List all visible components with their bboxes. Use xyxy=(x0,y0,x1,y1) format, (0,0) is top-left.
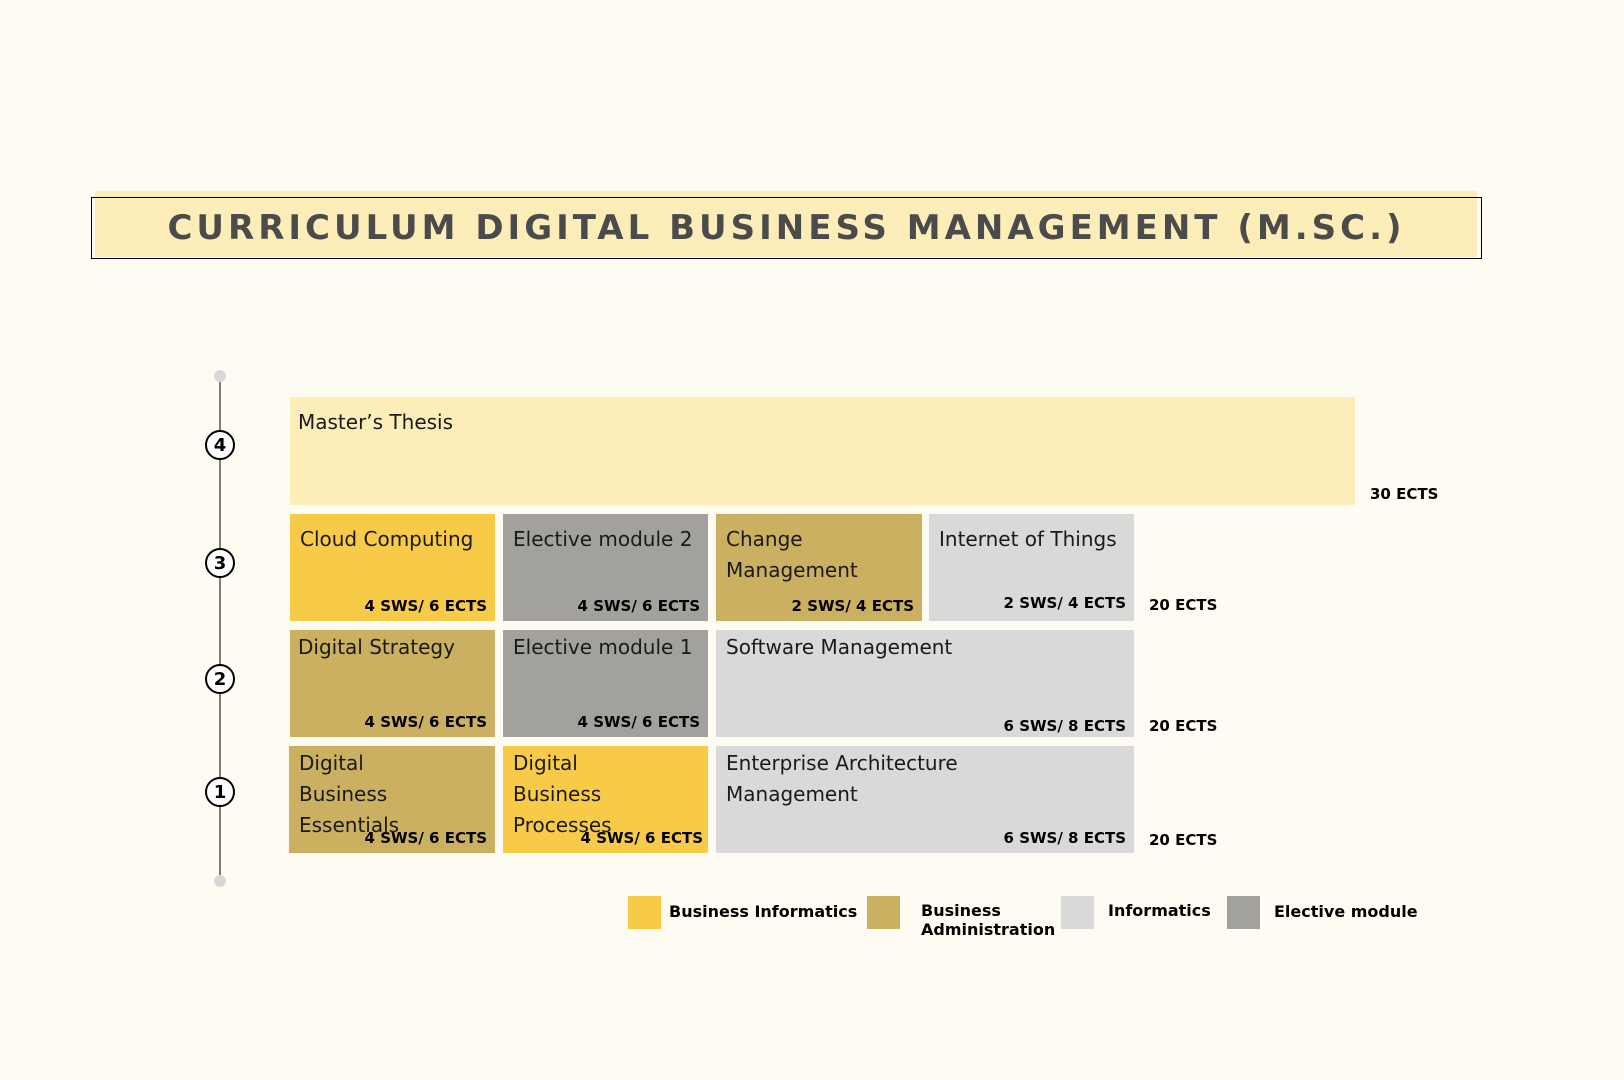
module-change-management: Change Management 2 SWS/ 4 ECTS xyxy=(716,514,922,621)
module-software-management: Software Management 6 SWS/ 8 ECTS xyxy=(716,630,1134,737)
module-name: Elective module 2 xyxy=(513,527,693,551)
module-digital-business-essentials: Digital Business Essentials 4 SWS/ 6 ECT… xyxy=(289,746,495,853)
legend-label-informatics: Informatics xyxy=(1108,901,1211,920)
module-credits: 4 SWS/ 6 ECTS xyxy=(577,713,700,731)
legend-swatch-business-informatics xyxy=(628,896,661,929)
legend-label-business-informatics: Business Informatics xyxy=(669,902,858,921)
module-name: Internet of Things xyxy=(939,527,1117,551)
module-masters-thesis: Master’s Thesis xyxy=(290,397,1355,505)
legend-label-elective-module: Elective module xyxy=(1274,902,1418,921)
module-credits: 4 SWS/ 6 ECTS xyxy=(364,713,487,731)
timeline-start-dot xyxy=(214,370,226,382)
module-cloud-computing: Cloud Computing 4 SWS/ 6 ECTS xyxy=(290,514,495,621)
module-credits: 4 SWS/ 6 ECTS xyxy=(577,597,700,615)
semester-1-total: 20 ECTS xyxy=(1149,831,1218,849)
semester-1-marker: 1 xyxy=(205,777,235,807)
module-digital-business-processes: Digital Business Processes 4 SWS/ 6 ECTS xyxy=(503,746,708,853)
module-credits: 6 SWS/ 8 ECTS xyxy=(1003,829,1126,847)
module-name: Software Management xyxy=(726,635,953,659)
module-name: Elective module 1 xyxy=(513,635,693,659)
module-digital-strategy: Digital Strategy 4 SWS/ 6 ECTS xyxy=(290,630,495,737)
module-credits: 6 SWS/ 8 ECTS xyxy=(1003,717,1126,735)
timeline-end-dot xyxy=(214,875,226,887)
module-credits: 4 SWS/ 6 ECTS xyxy=(580,829,703,847)
module-credits: 2 SWS/ 4 ECTS xyxy=(791,597,914,615)
semester-3-marker: 3 xyxy=(205,548,235,578)
module-name: Digital Strategy xyxy=(298,635,455,659)
semester-3-total: 20 ECTS xyxy=(1149,596,1218,614)
module-name: Enterprise Architecture Management xyxy=(726,751,958,806)
legend-swatch-business-administration xyxy=(867,896,900,929)
legend-swatch-informatics xyxy=(1061,896,1094,929)
semester-4-marker: 4 xyxy=(205,430,235,460)
module-name: Change Management xyxy=(726,527,858,582)
timeline-line xyxy=(219,376,221,882)
module-credits: 4 SWS/ 6 ECTS xyxy=(364,597,487,615)
page-title: CURRICULUM DIGITAL BUSINESS MANAGEMENT (… xyxy=(167,208,1406,248)
semester-4-total: 30 ECTS xyxy=(1370,485,1439,503)
module-credits: 4 SWS/ 6 ECTS xyxy=(364,829,487,847)
semester-2-total: 20 ECTS xyxy=(1149,717,1218,735)
module-name: Digital Business Essentials xyxy=(299,751,400,837)
module-credits: 2 SWS/ 4 ECTS xyxy=(1003,594,1126,612)
module-name: Digital Business Processes xyxy=(513,751,612,837)
module-enterprise-architecture-management: Enterprise Architecture Management 6 SWS… xyxy=(716,746,1134,853)
module-internet-of-things: Internet of Things 2 SWS/ 4 ECTS xyxy=(929,514,1134,621)
title-background xyxy=(95,191,1477,257)
semester-2-marker: 2 xyxy=(205,664,235,694)
module-name: Cloud Computing xyxy=(300,527,474,551)
legend-label-business-administration: Business Administration xyxy=(921,901,1056,939)
legend-swatch-elective-module xyxy=(1227,896,1260,929)
module-elective-1: Elective module 1 4 SWS/ 6 ECTS xyxy=(503,630,708,737)
module-name: Master’s Thesis xyxy=(298,410,454,434)
module-elective-2: Elective module 2 4 SWS/ 6 ECTS xyxy=(503,514,708,621)
title-border xyxy=(91,197,1482,259)
